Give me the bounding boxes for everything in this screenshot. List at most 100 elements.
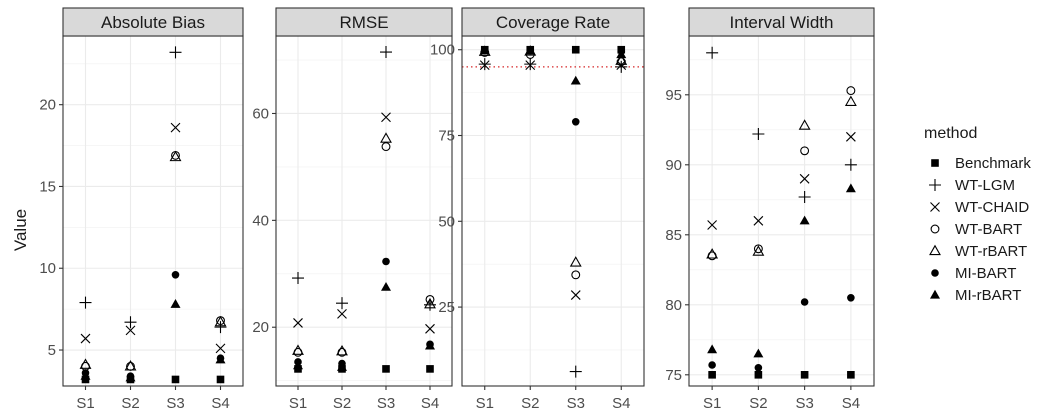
y-tick-label: 25 bbox=[438, 299, 455, 316]
legend-label: MI-BART bbox=[955, 265, 1016, 282]
point-wt-bart bbox=[753, 244, 763, 254]
x-tick-label: S3 bbox=[166, 395, 184, 412]
point-benchmark bbox=[847, 371, 855, 379]
panel-1: Absolute Bias 5 10 15 20 S1 S2 S3 S4 bbox=[39, 7, 244, 412]
point-wt-chaid bbox=[80, 333, 91, 344]
point-wt-lgm bbox=[524, 58, 537, 71]
point-wt-rbart bbox=[214, 315, 227, 327]
point-wt-chaid bbox=[170, 122, 181, 133]
x-tick-label: S2 bbox=[333, 395, 351, 412]
panel-background bbox=[689, 36, 874, 386]
point-wt-chaid bbox=[707, 220, 718, 230]
point-wt-rbart bbox=[844, 95, 857, 106]
panel-background bbox=[462, 36, 644, 386]
x-tick-label: S1 bbox=[476, 395, 494, 412]
point-wt-rbart bbox=[706, 248, 719, 259]
point-benchmark bbox=[216, 375, 225, 384]
point-mi-bart bbox=[382, 257, 390, 266]
point-wt-chaid bbox=[425, 323, 435, 334]
point-wt-chaid bbox=[293, 318, 303, 328]
panel-3: Coverage Rate 25 50 75 100 S1 S2 S3 S4 bbox=[430, 7, 645, 412]
y-tick-label: 20 bbox=[39, 97, 56, 114]
point-mi-rbart bbox=[170, 299, 181, 308]
x-tick-label: S4 bbox=[211, 395, 229, 412]
y-tick-label: 80 bbox=[665, 297, 682, 314]
point-mi-rbart bbox=[80, 370, 91, 380]
point-wt-rbart bbox=[615, 54, 628, 65]
legend-label: WT-CHAID bbox=[955, 199, 1029, 216]
legend-key-mi-bart bbox=[931, 269, 939, 277]
legend-item: WT-BART bbox=[930, 221, 1022, 238]
point-wt-lgm bbox=[336, 297, 348, 310]
x-tick-label: S3 bbox=[567, 395, 585, 412]
legend: method Benchmark WT-LGM WT-CHAID WT-BART WT-… bbox=[924, 125, 1031, 304]
x-tick-label: S2 bbox=[121, 395, 139, 412]
point-wt-lgm bbox=[478, 58, 491, 71]
point-wt-lgm bbox=[798, 191, 811, 203]
x-tick-label: S1 bbox=[76, 395, 94, 412]
point-wt-chaid bbox=[125, 325, 136, 336]
panel-background bbox=[63, 36, 243, 386]
legend-item: WT-LGM bbox=[929, 177, 1015, 194]
legend-item: MI-BART bbox=[931, 265, 1016, 282]
point-benchmark bbox=[571, 45, 580, 54]
point-wt-rbart bbox=[292, 344, 304, 355]
y-tick-label: 15 bbox=[39, 178, 56, 195]
point-wt-lgm bbox=[292, 272, 304, 285]
point-wt-bart bbox=[800, 146, 810, 156]
legend-key-benchmark bbox=[931, 159, 939, 167]
x-tick-label: S3 bbox=[377, 395, 395, 412]
legend-key-wt-rbart bbox=[929, 244, 941, 256]
point-wt-lgm bbox=[706, 46, 719, 59]
y-tick-label: 100 bbox=[430, 42, 455, 59]
y-tick-label: 85 bbox=[665, 227, 682, 244]
panel-title: RMSE bbox=[339, 13, 388, 32]
point-mi-rbart bbox=[215, 354, 226, 364]
point-mi-bart bbox=[708, 361, 716, 369]
point-wt-bart bbox=[425, 294, 435, 304]
point-benchmark bbox=[800, 371, 809, 379]
panel-4: Interval Width 75 80 85 90 95 S1 S2 S3 S4 bbox=[665, 7, 875, 412]
point-wt-chaid bbox=[845, 131, 856, 142]
point-wt-chaid bbox=[570, 290, 581, 300]
point-wt-lgm bbox=[615, 60, 628, 73]
point-wt-chaid bbox=[337, 308, 347, 319]
y-tick-label: 10 bbox=[39, 260, 56, 277]
panel-title: Absolute Bias bbox=[101, 13, 205, 32]
point-wt-chaid bbox=[215, 343, 226, 354]
point-wt-rbart bbox=[169, 150, 182, 162]
x-tick-label: S2 bbox=[521, 395, 539, 412]
x-tick-label: S2 bbox=[749, 395, 767, 412]
y-axis-title: Value bbox=[11, 209, 30, 251]
panel-title: Interval Width bbox=[730, 13, 834, 32]
point-wt-rbart bbox=[798, 119, 811, 130]
point-wt-rbart bbox=[380, 132, 392, 143]
point-wt-rbart bbox=[124, 360, 137, 371]
legend-item: Benchmark bbox=[931, 155, 1031, 172]
legend-label: WT-BART bbox=[955, 221, 1022, 238]
y-tick-label: 75 bbox=[665, 367, 682, 384]
point-benchmark bbox=[382, 365, 390, 373]
point-wt-rbart bbox=[336, 344, 348, 356]
point-mi-rbart bbox=[425, 340, 435, 350]
point-wt-rbart bbox=[79, 358, 92, 369]
x-tick-label: S3 bbox=[795, 395, 813, 412]
point-mi-rbart bbox=[845, 183, 856, 193]
strip-background bbox=[275, 7, 453, 37]
point-wt-chaid bbox=[753, 215, 764, 226]
point-wt-chaid bbox=[799, 173, 810, 184]
y-tick-label: 60 bbox=[252, 105, 269, 122]
strip-background bbox=[688, 7, 875, 37]
point-mi-rbart bbox=[525, 45, 536, 55]
point-wt-bart bbox=[846, 86, 856, 96]
point-wt-bart bbox=[571, 270, 581, 280]
y-tick-label: 75 bbox=[438, 128, 455, 145]
point-mi-rbart bbox=[337, 362, 347, 371]
y-tick-label: 50 bbox=[438, 213, 455, 230]
point-benchmark bbox=[171, 375, 180, 384]
point-mi-bart bbox=[847, 294, 855, 302]
x-tick-label: S4 bbox=[842, 395, 860, 412]
point-mi-rbart bbox=[381, 281, 391, 291]
x-tick-label: S4 bbox=[421, 395, 439, 412]
